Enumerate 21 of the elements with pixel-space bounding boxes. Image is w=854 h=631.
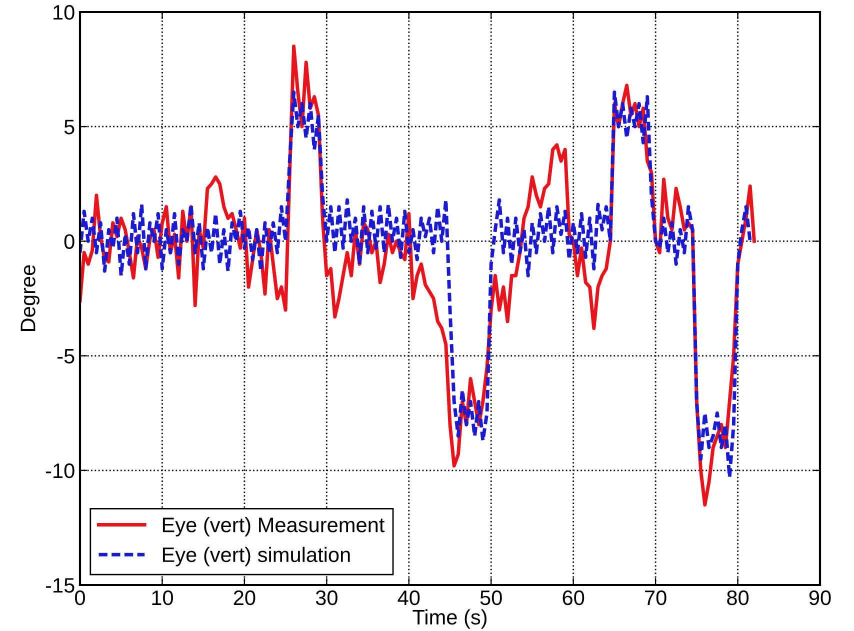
y-tick-label: -5 <box>58 349 74 364</box>
x-tick-label: 0 <box>75 590 85 606</box>
x-tick-label: 30 <box>316 590 338 606</box>
line-series <box>80 90 752 480</box>
legend-label: Eye (vert) Measurement <box>162 516 385 536</box>
legend-label: Eye (vert) simulation <box>162 546 350 566</box>
x-tick-label: 70 <box>645 590 666 606</box>
y-tick-label: 0 <box>64 234 74 249</box>
x-tick-label: 40 <box>398 590 420 606</box>
x-tick-label: 90 <box>809 590 831 606</box>
x-tick-label: 50 <box>480 590 502 606</box>
x-tick-label: 80 <box>727 590 749 606</box>
x-axis-title: Time (s) <box>412 609 487 629</box>
x-tick-label: 60 <box>562 590 584 606</box>
y-tick-label: 10 <box>54 5 74 20</box>
x-tick-label: 10 <box>152 590 173 606</box>
y-tick-label: 5 <box>64 120 74 134</box>
x-tick-label: 20 <box>234 590 256 606</box>
y-axis-title: Degree <box>20 265 40 331</box>
y-tick-label: -10 <box>46 463 74 478</box>
y-tick-label: -15 <box>46 578 74 593</box>
